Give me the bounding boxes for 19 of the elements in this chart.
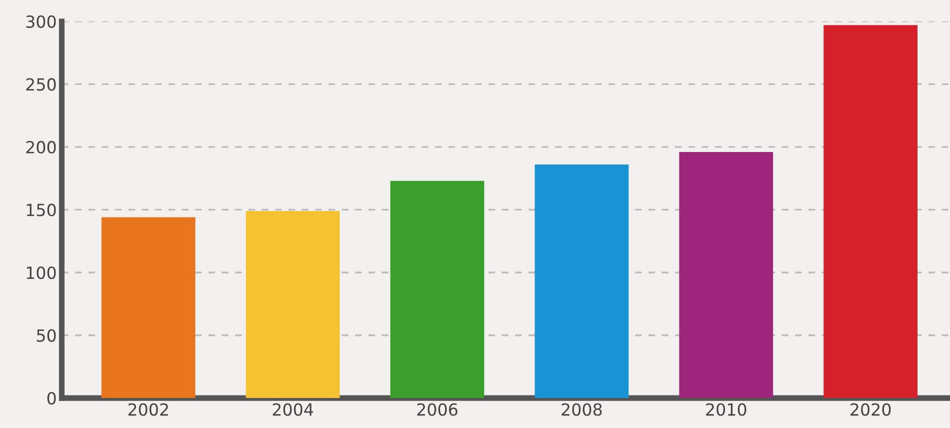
y-tick-label: 200 [26, 140, 56, 154]
bar [246, 210, 340, 398]
x-tick-label: 2006 [417, 403, 458, 416]
x-tick-label: 2020 [850, 403, 891, 416]
x-tick-label: 2002 [128, 403, 168, 416]
bar [824, 25, 918, 398]
y-tick-label: 100 [26, 266, 56, 280]
bar [390, 180, 484, 398]
y-tick-label: 150 [26, 204, 56, 216]
y-tick-label: 50 [36, 329, 56, 342]
bar [679, 152, 774, 398]
x-tick-label: 2004 [272, 403, 314, 416]
x-tick-label: 2008 [562, 403, 602, 416]
y-tick-label: 300 [26, 15, 56, 28]
x-tick-label: 2010 [706, 403, 746, 416]
y-tick-label: 250 [26, 78, 56, 91]
y-tick-label: 0 [47, 392, 56, 405]
bar [101, 217, 196, 398]
bar [534, 164, 629, 398]
